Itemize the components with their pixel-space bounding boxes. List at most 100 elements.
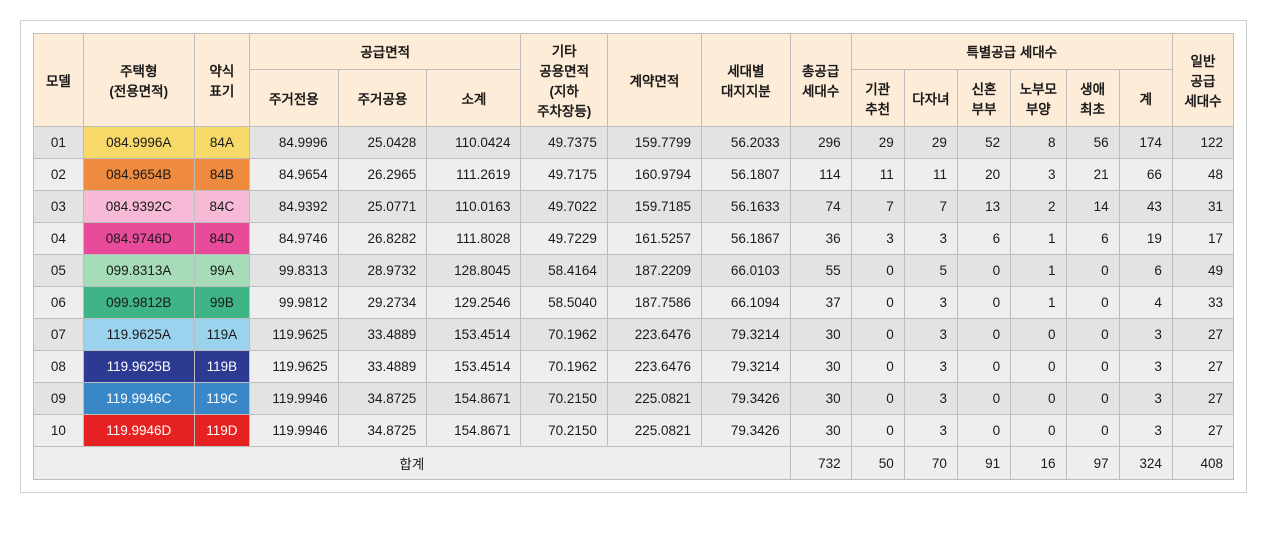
cell-model: 06	[34, 287, 84, 319]
cell-area-subtotal: 128.8045	[427, 255, 521, 287]
table-row: 03084.9392C84C84.939225.0771110.016349.7…	[34, 191, 1234, 223]
cell-area-subtotal: 129.2546	[427, 287, 521, 319]
cell-special-2: 0	[957, 383, 1010, 415]
table-footer: 합계 732 50 70 91 16 97 324 408	[34, 447, 1234, 480]
cell-general-supply: 48	[1172, 159, 1233, 191]
footer-sp-4: 97	[1066, 447, 1119, 480]
cell-area-common: 33.4889	[338, 319, 427, 351]
cell-special-5: 3	[1119, 415, 1172, 447]
cell-type: 119.9946D	[83, 415, 194, 447]
col-general-supply: 일반공급세대수	[1172, 34, 1233, 127]
cell-special-5: 19	[1119, 223, 1172, 255]
cell-special-1: 5	[904, 255, 957, 287]
cell-model: 01	[34, 127, 84, 159]
cell-special-0: 3	[851, 223, 904, 255]
cell-area-common: 34.8725	[338, 415, 427, 447]
cell-area-exclusive: 119.9625	[250, 319, 339, 351]
cell-total-supply: 30	[790, 319, 851, 351]
cell-type: 084.9654B	[83, 159, 194, 191]
col-sp-agency: 기관추천	[851, 69, 904, 126]
cell-other-area: 49.7175	[521, 159, 607, 191]
cell-other-area: 70.1962	[521, 351, 607, 383]
cell-special-4: 14	[1066, 191, 1119, 223]
col-sp-firsttime: 생애최초	[1066, 69, 1119, 126]
footer-label: 합계	[34, 447, 791, 480]
cell-area-exclusive: 84.9996	[250, 127, 339, 159]
cell-area-subtotal: 110.0163	[427, 191, 521, 223]
cell-special-1: 3	[904, 319, 957, 351]
cell-land-share: 56.1633	[702, 191, 791, 223]
table-row: 08119.9625B119B119.962533.4889153.451470…	[34, 351, 1234, 383]
cell-special-1: 3	[904, 351, 957, 383]
cell-contract-area: 161.5257	[607, 223, 701, 255]
cell-abbr: 99A	[194, 255, 249, 287]
cell-area-exclusive: 119.9946	[250, 383, 339, 415]
cell-total-supply: 74	[790, 191, 851, 223]
cell-type: 084.9746D	[83, 223, 194, 255]
cell-contract-area: 225.0821	[607, 383, 701, 415]
cell-abbr: 119A	[194, 319, 249, 351]
cell-total-supply: 30	[790, 415, 851, 447]
cell-abbr: 99B	[194, 287, 249, 319]
cell-type: 099.9812B	[83, 287, 194, 319]
cell-special-0: 0	[851, 415, 904, 447]
cell-special-4: 0	[1066, 383, 1119, 415]
cell-abbr: 119D	[194, 415, 249, 447]
cell-land-share: 79.3426	[702, 383, 791, 415]
cell-model: 02	[34, 159, 84, 191]
table-body: 01084.9996A84A84.999625.0428110.042449.7…	[34, 127, 1234, 447]
cell-area-common: 33.4889	[338, 351, 427, 383]
cell-type: 084.9996A	[83, 127, 194, 159]
cell-contract-area: 223.6476	[607, 351, 701, 383]
cell-special-2: 13	[957, 191, 1010, 223]
col-area-exclusive: 주거전용	[250, 69, 339, 126]
cell-special-4: 0	[1066, 255, 1119, 287]
cell-special-3: 1	[1011, 255, 1066, 287]
cell-area-subtotal: 111.2619	[427, 159, 521, 191]
cell-general-supply: 27	[1172, 351, 1233, 383]
cell-general-supply: 27	[1172, 319, 1233, 351]
cell-land-share: 79.3214	[702, 319, 791, 351]
cell-contract-area: 187.7586	[607, 287, 701, 319]
cell-special-3: 0	[1011, 383, 1066, 415]
cell-other-area: 49.7229	[521, 223, 607, 255]
cell-special-0: 0	[851, 255, 904, 287]
cell-general-supply: 33	[1172, 287, 1233, 319]
cell-contract-area: 159.7185	[607, 191, 701, 223]
cell-special-0: 0	[851, 351, 904, 383]
cell-special-0: 7	[851, 191, 904, 223]
cell-special-4: 0	[1066, 287, 1119, 319]
cell-abbr: 119C	[194, 383, 249, 415]
cell-area-common: 34.8725	[338, 383, 427, 415]
table-row: 05099.8313A99A99.831328.9732128.804558.4…	[34, 255, 1234, 287]
cell-area-subtotal: 153.4514	[427, 319, 521, 351]
cell-type: 119.9625B	[83, 351, 194, 383]
cell-special-3: 0	[1011, 319, 1066, 351]
col-sp-newlywed: 신혼부부	[957, 69, 1010, 126]
footer-sp-3: 16	[1011, 447, 1066, 480]
cell-area-exclusive: 84.9654	[250, 159, 339, 191]
cell-special-5: 3	[1119, 319, 1172, 351]
cell-area-common: 29.2734	[338, 287, 427, 319]
cell-general-supply: 31	[1172, 191, 1233, 223]
cell-contract-area: 159.7799	[607, 127, 701, 159]
cell-special-0: 0	[851, 383, 904, 415]
cell-special-4: 6	[1066, 223, 1119, 255]
cell-special-3: 2	[1011, 191, 1066, 223]
cell-contract-area: 225.0821	[607, 415, 701, 447]
cell-land-share: 56.1807	[702, 159, 791, 191]
cell-land-share: 56.1867	[702, 223, 791, 255]
cell-special-3: 1	[1011, 287, 1066, 319]
cell-other-area: 58.5040	[521, 287, 607, 319]
cell-special-1: 3	[904, 415, 957, 447]
col-type: 주택형(전용면적)	[83, 34, 194, 127]
cell-model: 07	[34, 319, 84, 351]
table-header: 모델 주택형(전용면적) 약식표기 공급면적 기타공용면적(지하주차장등) 계약…	[34, 34, 1234, 127]
cell-area-subtotal: 154.8671	[427, 415, 521, 447]
col-sp-elderly: 노부모부양	[1011, 69, 1066, 126]
table-container: 모델 주택형(전용면적) 약식표기 공급면적 기타공용면적(지하주차장등) 계약…	[20, 20, 1247, 493]
supply-table: 모델 주택형(전용면적) 약식표기 공급면적 기타공용면적(지하주차장등) 계약…	[33, 33, 1234, 480]
cell-other-area: 70.1962	[521, 319, 607, 351]
footer-sp-2: 91	[957, 447, 1010, 480]
cell-model: 10	[34, 415, 84, 447]
